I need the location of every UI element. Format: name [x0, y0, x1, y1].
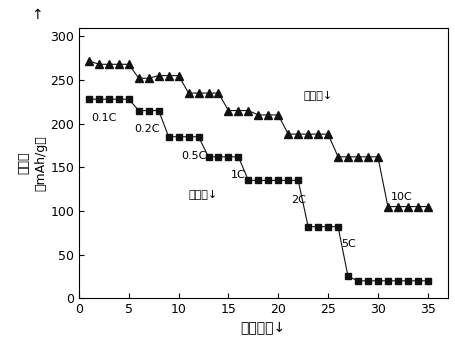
X-axis label: 循环次数↓: 循环次数↓ — [240, 322, 285, 336]
Text: 包覆前↓: 包覆前↓ — [188, 190, 217, 200]
Y-axis label: 比容量
（mAh/g）: 比容量 （mAh/g） — [17, 135, 47, 191]
Text: 包覆后↓: 包覆后↓ — [303, 91, 332, 101]
Text: 0.2C: 0.2C — [133, 124, 159, 134]
Text: 10C: 10C — [390, 192, 412, 202]
Text: ↑: ↑ — [30, 8, 42, 22]
Text: 0.1C: 0.1C — [91, 112, 116, 122]
Text: 5C: 5C — [340, 239, 355, 249]
Text: 2C: 2C — [291, 195, 305, 205]
Text: 1C: 1C — [230, 170, 245, 180]
Text: 0.5C: 0.5C — [181, 151, 207, 161]
